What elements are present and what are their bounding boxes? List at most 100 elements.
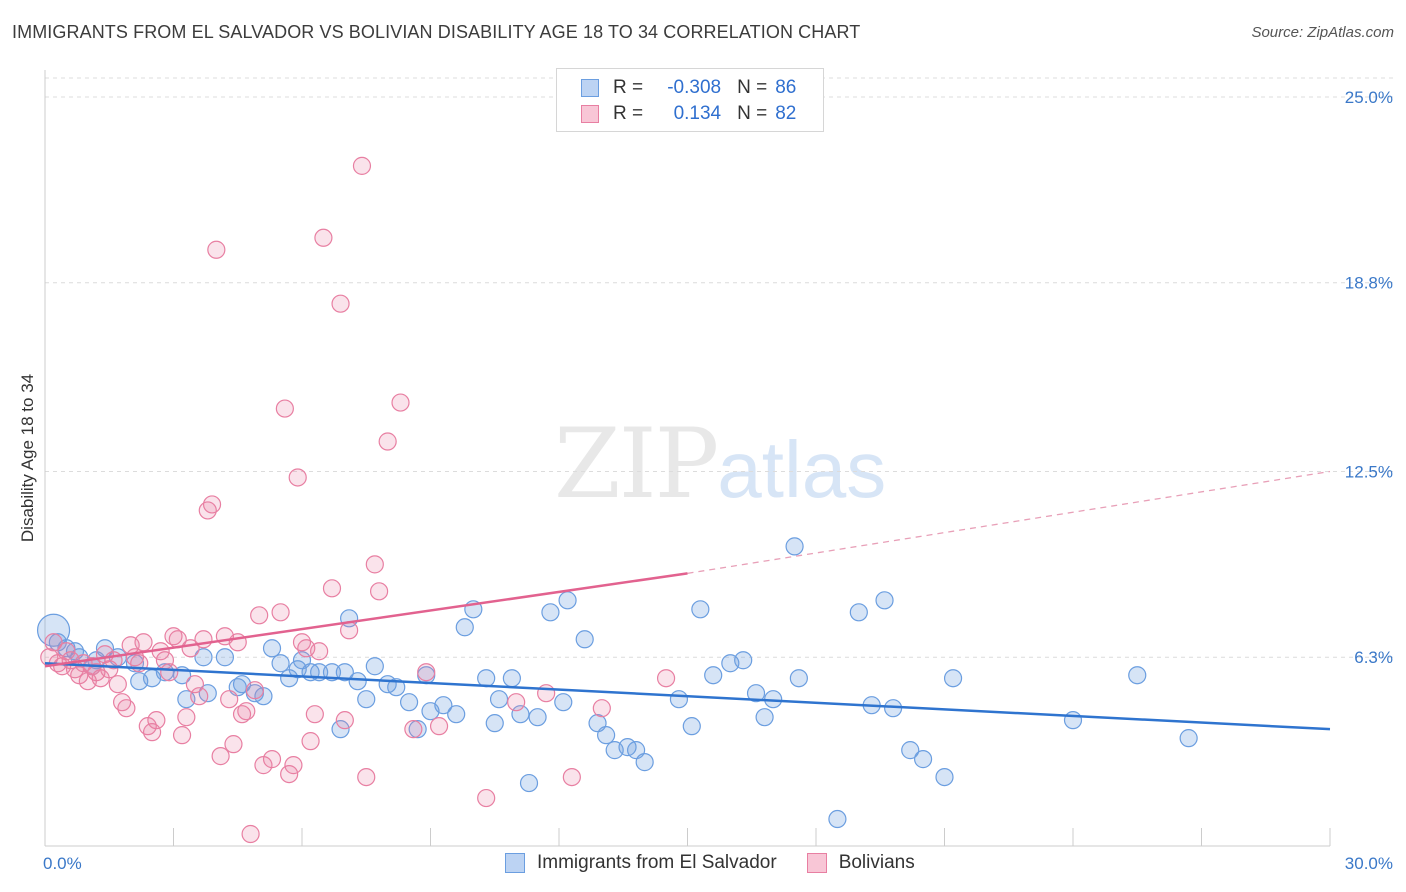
- point-bolivians: [280, 764, 299, 784]
- point-bolivians: [314, 228, 333, 247]
- point-bolivians: [250, 606, 269, 625]
- point-el-salvador: [935, 767, 954, 787]
- point-el-salvador: [943, 669, 963, 688]
- point-el-salvador: [477, 669, 496, 688]
- point-el-salvador: [691, 600, 710, 619]
- point-el-salvador: [519, 773, 539, 793]
- point-bolivians: [305, 705, 324, 724]
- point-bolivians: [378, 432, 397, 451]
- point-bolivians: [477, 788, 496, 808]
- point-bolivians: [160, 663, 179, 682]
- point-bolivians: [224, 735, 243, 754]
- point-el-salvador: [348, 672, 367, 691]
- point-bolivians: [245, 681, 264, 700]
- point-el-salvador: [399, 693, 419, 712]
- point-bolivians: [271, 603, 290, 622]
- point-bolivians: [310, 642, 329, 661]
- legend-swatch-pink: [581, 105, 599, 123]
- point-bolivians: [220, 690, 239, 709]
- legend-n-label: N =: [737, 77, 768, 98]
- point-bolivians: [44, 633, 63, 652]
- point-bolivians: [207, 240, 226, 259]
- point-el-salvador: [901, 741, 920, 760]
- point-bolivians: [370, 582, 389, 601]
- point-bolivians: [404, 720, 423, 739]
- watermark-zip: ZIP: [554, 408, 719, 520]
- legend-r-label: R =: [613, 77, 644, 98]
- point-bolivians: [177, 708, 196, 727]
- watermark-atlas: atlas: [717, 425, 887, 514]
- point-el-salvador: [875, 591, 894, 610]
- point-el-salvador: [541, 603, 560, 622]
- point-el-salvador: [528, 708, 547, 727]
- point-el-salvador: [704, 666, 723, 685]
- point-el-salvador: [669, 690, 689, 709]
- point-bolivians: [100, 660, 119, 679]
- legend-label-el-salvador: Immigrants from El Salvador: [537, 852, 777, 873]
- y-tick-label: 25.0%: [1345, 88, 1393, 107]
- legend-row-el-salvador: R = -0.308 N = 86: [581, 76, 796, 100]
- point-el-salvador: [408, 720, 427, 739]
- point-el-salvador: [485, 714, 504, 733]
- point-el-salvador: [357, 690, 376, 709]
- point-el-salvador: [913, 750, 933, 769]
- watermark: ZIPatlas: [554, 408, 886, 520]
- point-el-salvador: [322, 663, 342, 682]
- point-el-salvador: [262, 639, 282, 658]
- trend-line-bolivians-extension: [687, 470, 1331, 574]
- point-bolivians: [656, 669, 676, 688]
- point-bolivians: [202, 495, 222, 514]
- point-bolivians: [108, 675, 127, 694]
- point-el-salvador: [785, 537, 804, 556]
- point-bolivians: [117, 699, 136, 718]
- point-el-salvador: [1063, 711, 1083, 730]
- point-el-salvador: [271, 654, 290, 673]
- point-el-salvador: [335, 663, 354, 682]
- point-bolivians: [172, 726, 192, 745]
- point-el-salvador: [558, 591, 577, 610]
- point-el-salvador: [511, 705, 530, 724]
- point-el-salvador: [682, 717, 701, 736]
- legend-r-label: R =: [613, 103, 644, 124]
- point-bolivians: [190, 687, 209, 706]
- point-bolivians: [301, 732, 320, 751]
- point-el-salvador: [1128, 666, 1147, 685]
- point-bolivians: [142, 723, 162, 742]
- point-bolivians: [284, 756, 303, 775]
- point-el-salvador: [387, 678, 406, 697]
- point-bolivians: [537, 684, 556, 703]
- y-axis-label: Disability Age 18 to 34: [18, 374, 37, 542]
- legend-r-value: -0.308: [667, 77, 722, 98]
- point-el-salvador: [489, 690, 509, 709]
- chart-title: IMMIGRANTS FROM EL SALVADOR VS BOLIVIAN …: [12, 22, 861, 42]
- point-el-salvador: [597, 726, 616, 745]
- y-tick-label: 12.5%: [1345, 462, 1393, 481]
- point-el-salvador: [455, 618, 474, 637]
- point-bolivians: [57, 642, 76, 661]
- point-el-salvador: [746, 684, 766, 703]
- point-el-salvador: [1179, 729, 1198, 748]
- point-bolivians: [429, 717, 449, 736]
- legend-n-value: 86: [775, 77, 797, 98]
- point-bolivians: [134, 633, 153, 652]
- legend-label-bolivians: Bolivians: [838, 852, 915, 873]
- point-el-salvador: [331, 720, 350, 739]
- legend-swatch-blue: [581, 79, 599, 97]
- point-bolivians: [211, 747, 230, 766]
- point-el-salvador: [755, 708, 774, 727]
- point-bolivians: [562, 767, 581, 787]
- point-bolivians: [357, 767, 376, 787]
- point-el-salvador: [635, 753, 654, 772]
- point-bolivians: [352, 156, 372, 175]
- x-tick-label: 0.0%: [43, 854, 82, 873]
- y-tick-label: 6.3%: [1354, 648, 1393, 667]
- legend-n-label: N =: [737, 103, 768, 124]
- point-el-salvador: [734, 651, 753, 670]
- point-bolivians: [391, 393, 410, 412]
- source-label: Source: ZipAtlas.com: [1251, 24, 1394, 41]
- point-el-salvador: [849, 603, 868, 622]
- point-bolivians: [322, 579, 342, 598]
- point-el-salvador: [447, 705, 466, 724]
- point-el-salvador: [434, 696, 453, 715]
